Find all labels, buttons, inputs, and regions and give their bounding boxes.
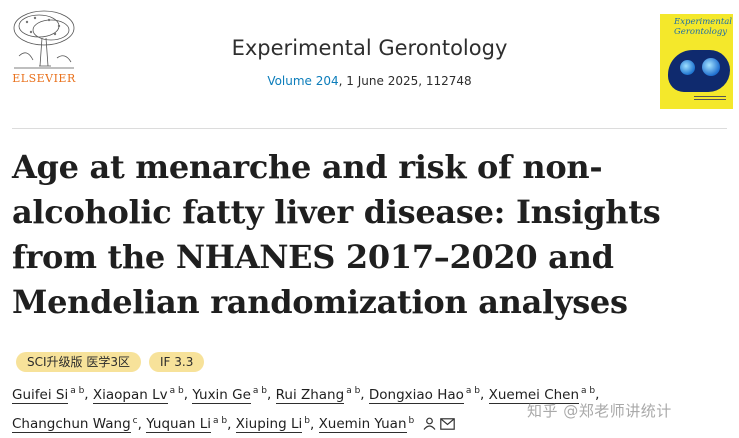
volume-link[interactable]: Volume 204 <box>267 74 339 88</box>
cover-cell-1 <box>680 60 695 75</box>
author-link[interactable]: Xuemin Yuan <box>318 416 407 433</box>
cover-cell-2 <box>702 58 720 76</box>
impact-factor-badge[interactable]: IF 3.3 <box>149 352 205 372</box>
journal-title[interactable]: Experimental Gerontology <box>231 36 508 60</box>
cover-artwork <box>668 50 730 92</box>
affiliation-marker[interactable]: a b <box>252 386 268 396</box>
author-link[interactable]: Yuquan Li <box>146 416 211 433</box>
cover-title-line-1: Experimental <box>674 17 733 27</box>
cover-title: Experimental Gerontology <box>674 17 733 37</box>
affiliation-marker[interactable]: b <box>408 415 415 426</box>
author-link[interactable]: Xiuping Li <box>235 416 303 433</box>
publisher-logo[interactable] <box>9 8 79 90</box>
affiliation-marker[interactable]: a b <box>70 386 85 396</box>
envelope-icon[interactable] <box>439 413 455 438</box>
author-link[interactable]: Dongxiao Hao <box>368 386 464 404</box>
watermark: 知乎 @郑老师讲统计 <box>527 402 672 420</box>
issue-info: , 1 June 2025, 112748 <box>338 74 472 88</box>
author-link[interactable]: Guifei Si <box>12 386 69 404</box>
affiliation-marker[interactable]: a b <box>212 415 228 426</box>
journal-meta: Volume 204, 1 June 2025, 112748 <box>0 74 739 88</box>
sci-badge[interactable]: SCI升级版 医学3区 <box>16 352 141 372</box>
author-link[interactable]: Xiaopan Lv <box>92 386 168 404</box>
affiliation-marker[interactable]: c <box>132 415 138 426</box>
article-title: Age at menarche and risk of non-alcoholi… <box>12 148 661 321</box>
author-list: Guifei Si a b, Xiaopan Lv a b, Yuxin Ge a b… <box>12 378 702 438</box>
journal-badges: SCI升级版 医学3区 IF 3.3 <box>16 352 205 372</box>
affiliation-marker[interactable]: a b <box>169 386 184 396</box>
author-link[interactable]: Changchun Wang <box>12 416 131 433</box>
header-divider <box>12 128 727 129</box>
affiliation-marker[interactable]: a b <box>581 386 596 396</box>
affiliation-marker[interactable]: b <box>304 415 310 426</box>
cover-title-line-2: Gerontology <box>674 26 728 37</box>
journal-cover-image[interactable]: Experimental Gerontology <box>660 14 733 109</box>
author-link[interactable]: Rui Zhang <box>275 386 345 404</box>
affiliation-marker[interactable]: a b <box>346 386 361 396</box>
elsevier-tree-icon <box>9 8 79 72</box>
person-icon[interactable] <box>423 413 436 438</box>
author-link[interactable]: Yuxin Ge <box>192 386 251 404</box>
affiliation-marker[interactable]: a b <box>465 386 480 396</box>
author-link[interactable]: Xuemei Chen <box>488 386 580 404</box>
cover-footer-lines <box>694 96 726 103</box>
publisher-name: ELSEVIER <box>12 72 76 85</box>
